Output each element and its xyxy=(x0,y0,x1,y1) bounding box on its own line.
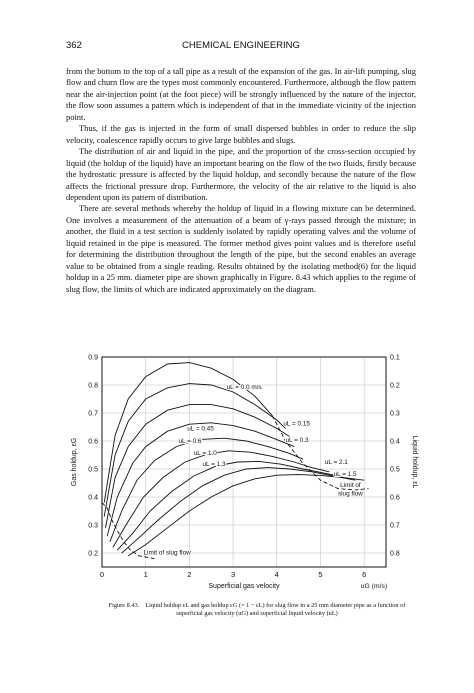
holdup-chart: 0 1 2 3 4 5 6 0.9 0.8 0.7 0.6 0.5 0.4 0.3 0.2 0.1 0.2 0.3… xyxy=(71,355,418,591)
x-axis-unit: uG (m/s) xyxy=(361,583,387,590)
paragraph: from the bottom to the top of a tall pip… xyxy=(66,66,416,122)
curve xyxy=(106,422,295,537)
x-tick-label: 0 xyxy=(100,570,104,579)
paragraph: Thus, if the gas is injected in the form… xyxy=(66,123,416,145)
y-tick-label-right: 0.7 xyxy=(390,523,400,530)
curve xyxy=(101,502,155,560)
y-tick-label-right: 0.8 xyxy=(390,551,400,558)
y-tick-label-left: 0.2 xyxy=(88,551,98,558)
y-tick-label-right: 0.6 xyxy=(390,495,400,502)
y-tick-label-right: 0.3 xyxy=(390,411,400,418)
curve-label: uL = 2.1 xyxy=(325,459,348,466)
curve-label: uL = 0.0 m/s xyxy=(227,384,262,391)
curve xyxy=(112,450,330,548)
curve xyxy=(127,474,365,557)
x-tick-label: 3 xyxy=(231,570,235,579)
plot-frame xyxy=(101,356,387,568)
y-tick-label-right: 0.5 xyxy=(390,467,400,474)
figure-caption: Figure 8.43. Liquid holdup εL and gas hol… xyxy=(96,602,418,619)
figure-number: Figure 8.43. xyxy=(108,602,140,609)
y-tick-label-right: 0.2 xyxy=(390,383,400,390)
y-tick-label-right: 0.1 xyxy=(390,355,400,362)
x-tick-label: 1 xyxy=(144,570,148,579)
curve xyxy=(121,467,356,554)
page-number: 362 xyxy=(66,40,82,51)
x-axis-label: Superficial gas velocity xyxy=(208,583,280,590)
y-tick-label-left: 0.3 xyxy=(88,523,98,530)
curve-label: uL = 0.6 xyxy=(178,438,201,445)
curve-label: uL = 1.5 xyxy=(334,471,357,478)
y-axis-label-right: Liquid holdup, εL xyxy=(411,436,418,489)
running-header: 362 CHEMICAL ENGINEERING xyxy=(66,40,416,54)
y-axis-label-left: Gas holdup, εG xyxy=(71,438,78,486)
figure-8-43: 0 1 2 3 4 5 6 0.9 0.8 0.7 0.6 0.5 0.4 0.3 0.2 0.1 0.2 0.3… xyxy=(62,345,422,593)
y-tick-label-left: 0.5 xyxy=(88,467,98,474)
y-tick-label-right: 0.4 xyxy=(390,439,400,446)
curve-label: uL = 0.3 xyxy=(286,437,309,444)
paragraph: There are several methods whereby the ho… xyxy=(66,203,416,294)
running-title: CHEMICAL ENGINEERING xyxy=(182,40,300,51)
curve xyxy=(103,362,273,503)
y-tick-label-left: 0.9 xyxy=(88,355,98,362)
curve xyxy=(109,437,304,542)
body-text: from the bottom to the top of a tall pip… xyxy=(66,66,416,295)
curve-label: Limit of xyxy=(340,482,361,489)
x-tick-label: 4 xyxy=(275,570,279,579)
curve-label: uL = 0.15 xyxy=(283,421,310,428)
curve-label: Limit of slug flow xyxy=(144,549,192,556)
y-tick-label-left: 0.6 xyxy=(88,439,98,446)
curve xyxy=(103,383,286,517)
curve-label: slug flow xyxy=(338,490,363,497)
x-tick-label: 2 xyxy=(187,570,191,579)
x-tick-label: 5 xyxy=(318,570,322,579)
y-tick-label-left: 0.8 xyxy=(88,383,98,390)
figure-caption-text: Liquid holdup εL and gas holdup εG (= 1 … xyxy=(145,602,406,618)
curve xyxy=(105,404,291,528)
curve-label: uL = 0.45 xyxy=(187,425,214,432)
y-tick-label-left: 0.4 xyxy=(88,495,98,502)
paragraph: The distribution of air and liquid in th… xyxy=(66,146,416,202)
y-tick-label-left: 0.7 xyxy=(88,411,98,418)
curve-label: uL = 1.3 xyxy=(202,461,225,468)
curve xyxy=(116,460,343,551)
curve-label: uL = 1.0 xyxy=(194,450,217,457)
curve xyxy=(272,415,369,491)
x-tick-label: 6 xyxy=(362,570,366,579)
